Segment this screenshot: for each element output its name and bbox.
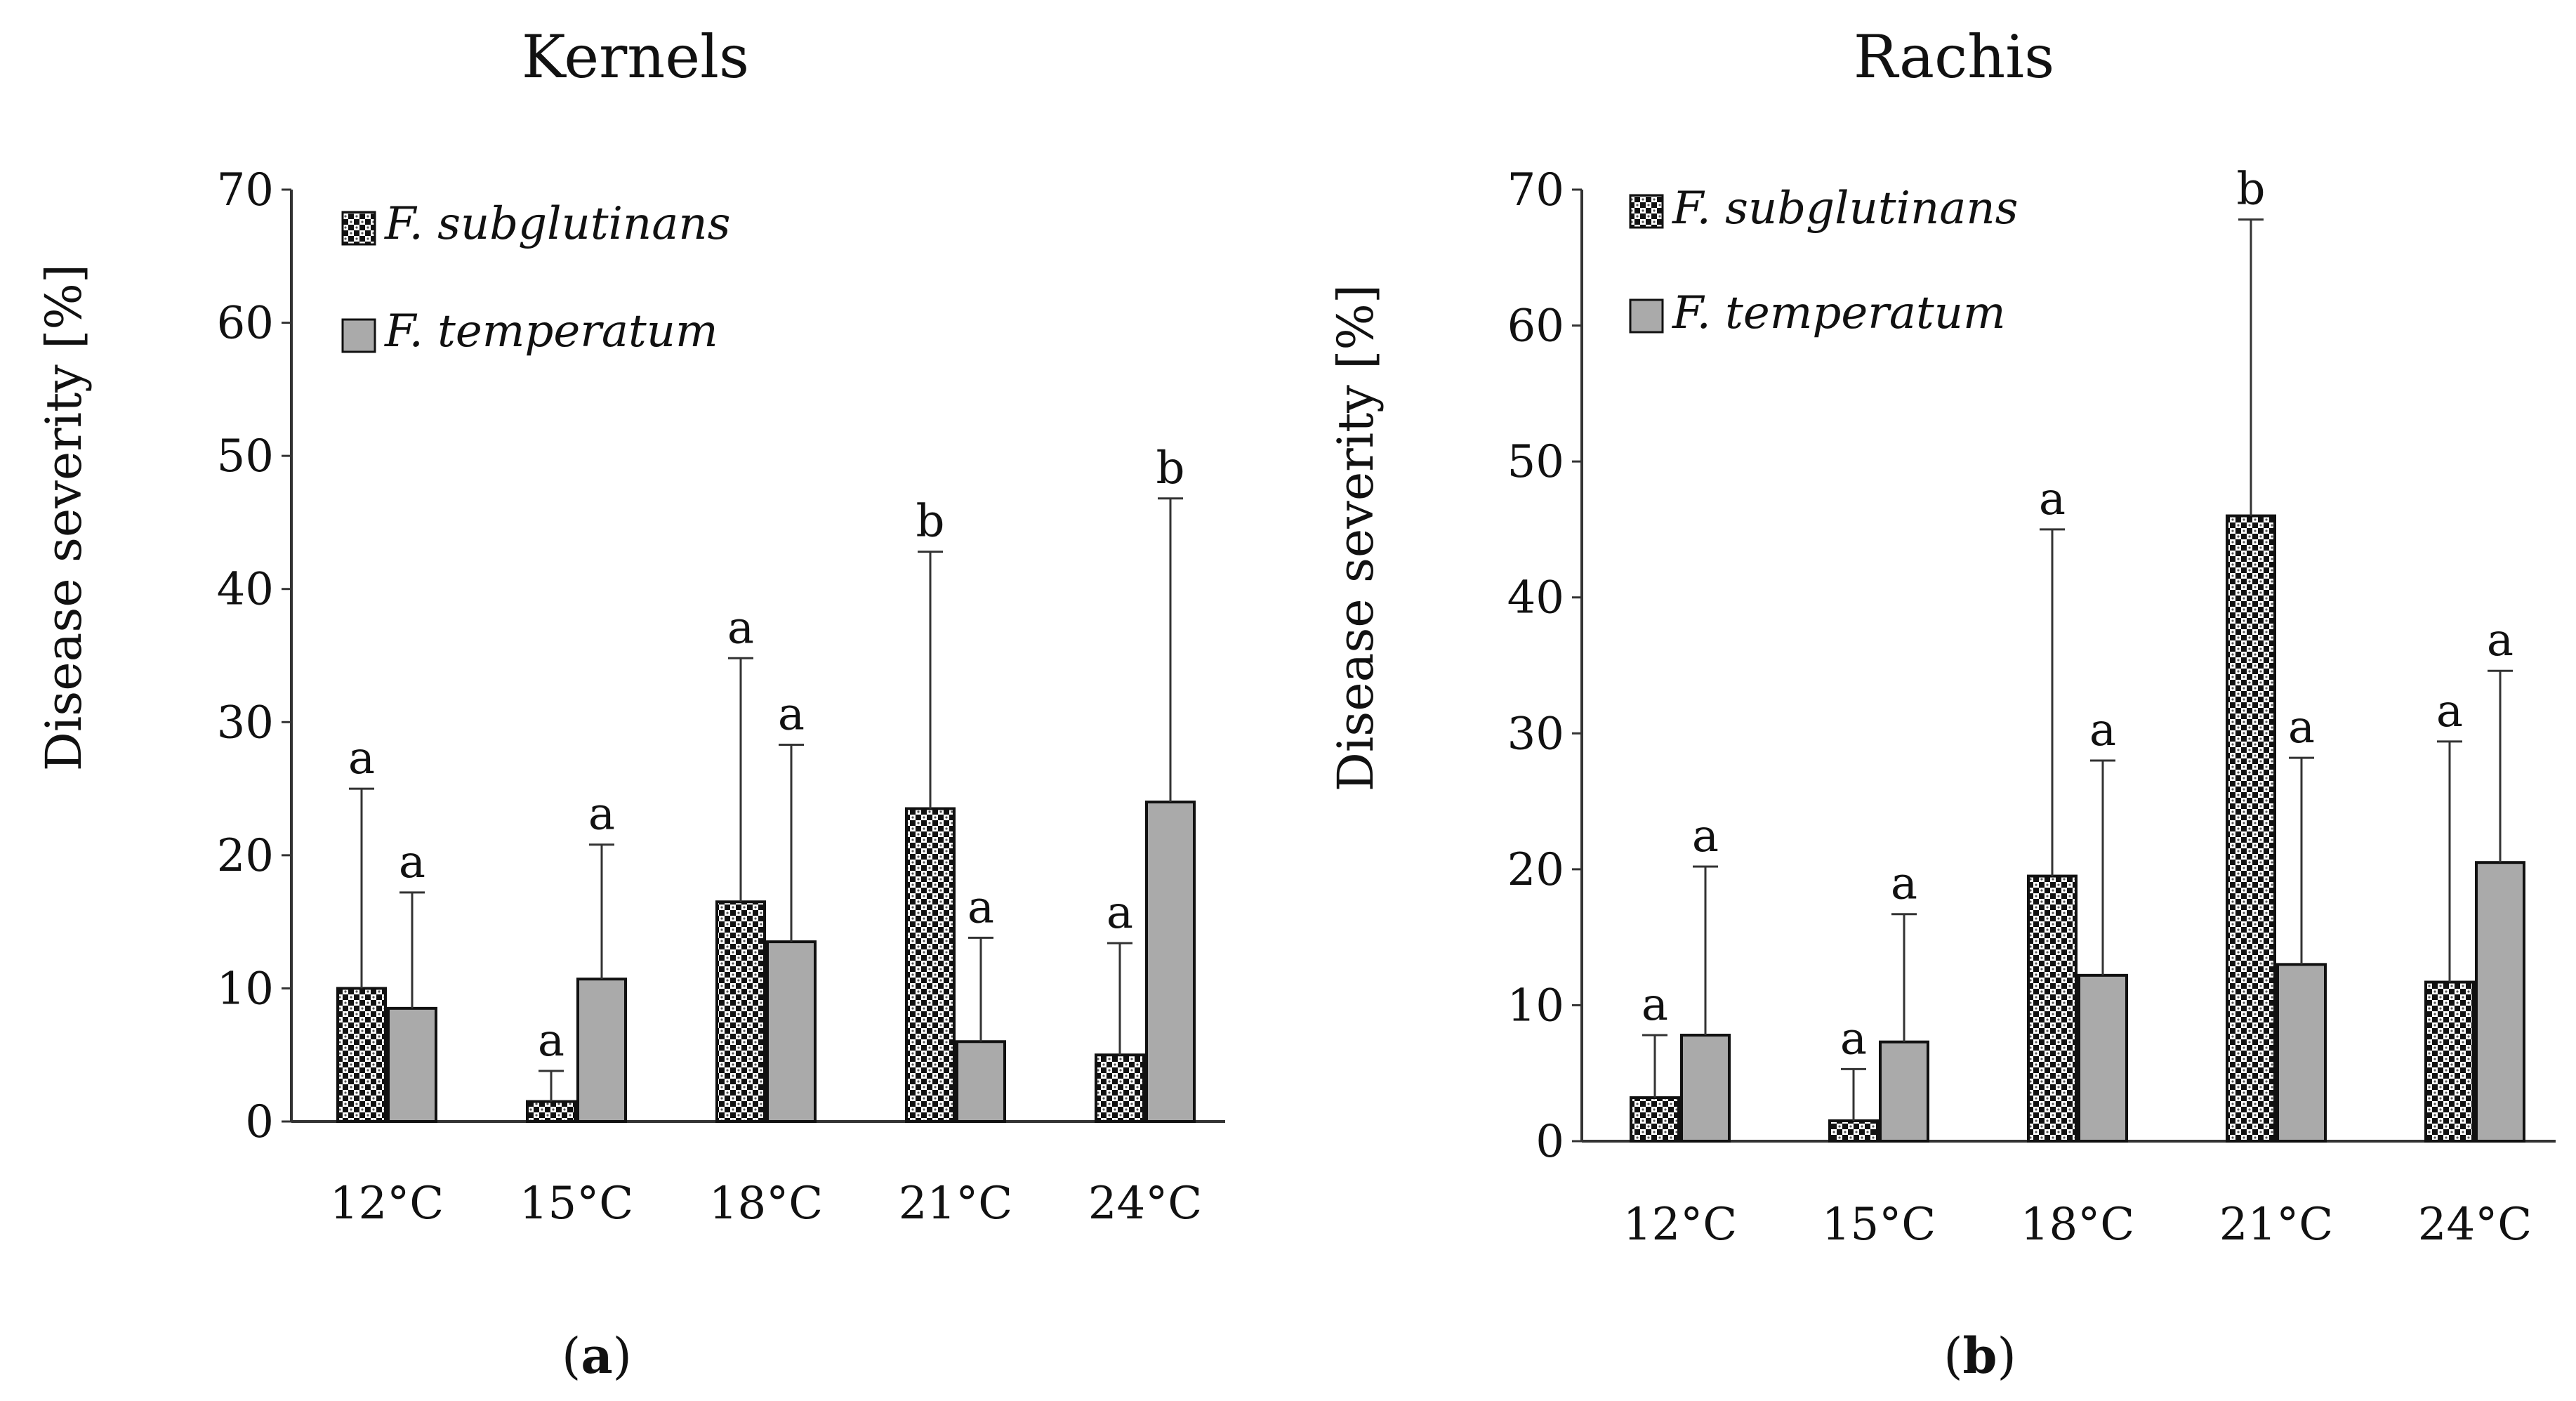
significance-letter: a bbox=[1840, 1013, 1867, 1065]
y-tick-label: 0 bbox=[1535, 1116, 1564, 1168]
x-tick-label: 21°C bbox=[899, 1178, 1012, 1230]
bar-temperatum bbox=[576, 978, 627, 1123]
bar-temperatum bbox=[1680, 1034, 1731, 1143]
panel-label: (b) bbox=[1943, 1327, 2016, 1385]
significance-letter: b bbox=[2237, 164, 2266, 216]
legend: F. subglutinans F. temperatum bbox=[341, 198, 730, 357]
bar-subglutinans bbox=[1095, 1053, 1145, 1123]
significance-letter: a bbox=[348, 732, 375, 784]
bar-subglutinans bbox=[905, 807, 956, 1124]
legend-label-temperatum: F. temperatum bbox=[1672, 287, 2006, 339]
significance-letter: a bbox=[1891, 858, 1917, 910]
legend-swatch-subglutinans bbox=[341, 211, 376, 246]
x-tick-label: 21°C bbox=[2219, 1199, 2333, 1251]
x-tick-label: 18°C bbox=[2021, 1199, 2134, 1251]
significance-letter: a bbox=[2089, 704, 2116, 756]
y-tick-label: 50 bbox=[217, 430, 274, 482]
y-tick-label: 40 bbox=[1507, 572, 1564, 624]
legend-swatch-subglutinans bbox=[1629, 194, 1664, 229]
x-tick-label: 24°C bbox=[1088, 1178, 1202, 1230]
y-tick-label: 70 bbox=[1507, 164, 1564, 216]
bar-subglutinans bbox=[2027, 874, 2078, 1143]
significance-letter: b bbox=[1156, 442, 1185, 494]
bar-temperatum bbox=[1145, 801, 1196, 1123]
legend: F. subglutinans F. temperatum bbox=[1629, 183, 2018, 339]
y-tick-label: 20 bbox=[1507, 844, 1564, 896]
y-tick-label: 30 bbox=[1507, 708, 1564, 760]
x-tick-label: 18°C bbox=[709, 1178, 823, 1230]
significance-letter: a bbox=[727, 602, 754, 654]
significance-letter: a bbox=[2039, 473, 2066, 525]
bar-subglutinans bbox=[1630, 1096, 1680, 1143]
y-tick-label: 10 bbox=[1507, 980, 1564, 1032]
y-axis-label: Disease severity [%] bbox=[1327, 284, 1385, 791]
significance-letter: a bbox=[588, 789, 615, 841]
y-tick-label: 40 bbox=[217, 564, 274, 616]
bar-subglutinans bbox=[2424, 980, 2475, 1143]
chart-panel-rachis: Rachis Disease severity [%] 0 10 20 30 40 50 6… bbox=[1327, 22, 2556, 1385]
bar-subglutinans bbox=[1828, 1119, 1879, 1143]
y-axis-ticks: 0 10 20 30 40 50 60 70 bbox=[217, 164, 291, 1148]
y-tick-label: 50 bbox=[1507, 436, 1564, 488]
panel-label: (a) bbox=[562, 1327, 632, 1385]
legend-label-temperatum: F. temperatum bbox=[384, 305, 718, 357]
significance-letter: a bbox=[2288, 702, 2315, 754]
significance-letter: b bbox=[916, 496, 945, 548]
bar-temperatum bbox=[387, 1006, 437, 1123]
bar-temperatum bbox=[2078, 973, 2128, 1143]
y-axis-label: Disease severity [%] bbox=[35, 264, 93, 771]
y-tick-label: 0 bbox=[245, 1096, 274, 1148]
x-tick-label: 12°C bbox=[330, 1178, 444, 1230]
significance-letter: a bbox=[1642, 979, 1668, 1031]
bar-subglutinans bbox=[526, 1100, 576, 1124]
chart-title: Kernels bbox=[522, 22, 749, 91]
y-tick-label: 20 bbox=[217, 830, 274, 882]
significance-letter: a bbox=[2487, 614, 2514, 666]
bar-temperatum bbox=[766, 940, 817, 1124]
y-tick-label: 60 bbox=[217, 298, 274, 350]
significance-letter: a bbox=[1692, 810, 1719, 862]
significance-letter: a bbox=[399, 836, 425, 888]
x-tick-label: 15°C bbox=[1822, 1199, 1936, 1251]
x-tick-label: 12°C bbox=[1623, 1199, 1737, 1251]
significance-letter: a bbox=[2436, 685, 2463, 737]
x-tick-label: 15°C bbox=[520, 1178, 633, 1230]
bar-temperatum bbox=[1879, 1040, 1929, 1143]
y-tick-label: 30 bbox=[217, 697, 274, 749]
y-axis-ticks: 0 10 20 30 40 50 60 70 bbox=[1507, 164, 1582, 1168]
bar-temperatum bbox=[2276, 963, 2327, 1143]
legend-swatch-temperatum bbox=[341, 318, 376, 353]
significance-letter: a bbox=[1107, 887, 1133, 939]
legend-label-subglutinans: F. subglutinans bbox=[384, 198, 730, 250]
bar-subglutinans bbox=[715, 900, 766, 1123]
bar-subglutinans bbox=[2226, 514, 2276, 1143]
x-tick-label: 24°C bbox=[2418, 1199, 2532, 1251]
y-tick-label: 70 bbox=[217, 164, 274, 216]
legend-label-subglutinans: F. subglutinans bbox=[1672, 183, 2018, 235]
bar-temperatum bbox=[2475, 861, 2525, 1143]
significance-letter: a bbox=[967, 881, 994, 933]
bar-temperatum bbox=[956, 1040, 1006, 1124]
significance-letter: a bbox=[778, 689, 805, 741]
significance-letter: a bbox=[538, 1015, 564, 1067]
legend-swatch-temperatum bbox=[1629, 298, 1664, 334]
y-tick-label: 10 bbox=[217, 963, 274, 1015]
x-axis-ticks: 12°C 15°C 18°C 21°C 24°C bbox=[1623, 1199, 2532, 1251]
chart-title: Rachis bbox=[1854, 22, 2054, 91]
y-tick-label: 60 bbox=[1507, 301, 1564, 353]
chart-panel-kernels: Kernels Disease severity [%] 0 10 20 30 40 50… bbox=[35, 22, 1225, 1385]
bar-subglutinans bbox=[336, 987, 387, 1124]
x-axis-ticks: 12°C 15°C 18°C 21°C 24°C bbox=[330, 1178, 1202, 1230]
